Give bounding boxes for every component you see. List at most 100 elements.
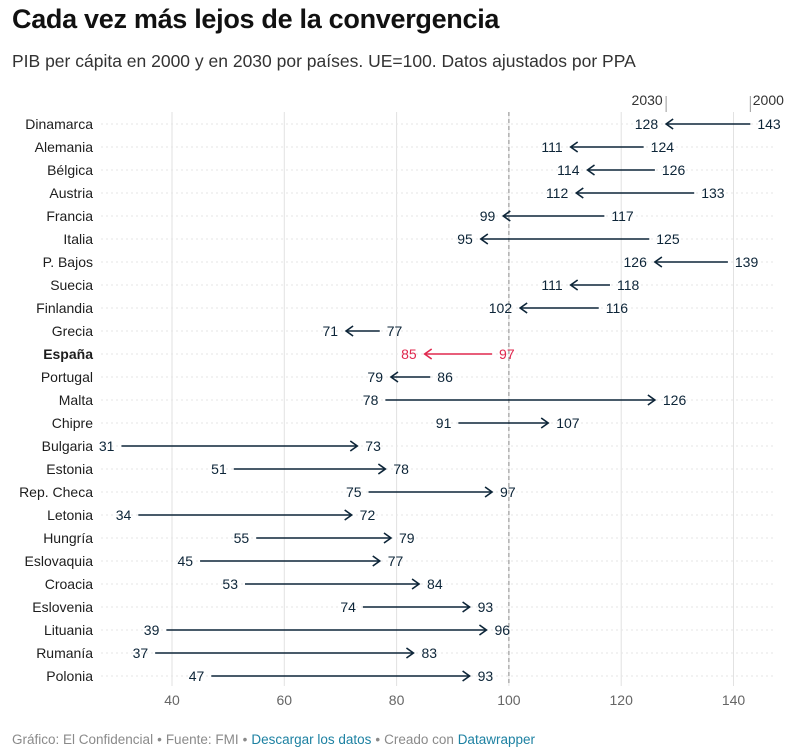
value-label-2000: 78 — [363, 392, 379, 408]
value-label-2000: 45 — [177, 553, 193, 569]
value-label-2030: 112 — [546, 185, 569, 201]
arrow-head — [423, 348, 433, 360]
value-label-2000: 118 — [617, 277, 640, 293]
x-tick-label: 100 — [497, 692, 521, 708]
x-tick-label: 80 — [389, 692, 405, 708]
value-label-2030: 79 — [399, 530, 415, 546]
country-label: Bulgaria — [42, 438, 94, 454]
arrow-head — [411, 578, 421, 590]
country-label: Italia — [63, 231, 93, 247]
value-label-2030: 72 — [360, 507, 376, 523]
country-label: Finlandia — [36, 300, 93, 316]
arrow-head — [344, 325, 354, 337]
value-label-2000: 143 — [757, 116, 781, 132]
country-label: Malta — [59, 392, 93, 408]
value-label-2030: 73 — [365, 438, 381, 454]
value-label-2000: 126 — [662, 162, 686, 178]
arrow-head — [586, 164, 595, 176]
footer: Gráfico: El Confidencial • Fuente: FMI • Des… — [12, 732, 535, 747]
value-label-2030: 79 — [367, 369, 383, 385]
arrow-head — [479, 233, 489, 245]
footer-separator: • — [242, 732, 248, 747]
value-label-2030: 111 — [541, 277, 562, 293]
value-label-2030: 84 — [427, 576, 443, 592]
value-label-2000: 31 — [99, 438, 115, 454]
country-label: Eslovenia — [32, 599, 93, 615]
value-label-2030: 96 — [494, 622, 510, 638]
value-label-2000: 116 — [606, 300, 629, 316]
footer-separator: • — [157, 732, 162, 747]
value-label-2000: 74 — [340, 599, 356, 615]
footer-credit: Gráfico: El Confidencial — [12, 732, 154, 747]
download-data-link[interactable]: Descargar los datos — [251, 732, 372, 747]
value-label-2000: 133 — [701, 185, 725, 201]
value-label-2000: 34 — [116, 507, 132, 523]
arrow-head — [518, 302, 528, 314]
footer-separator: • — [375, 732, 381, 747]
country-label: Rep. Checa — [19, 484, 93, 500]
country-label: Rumanía — [36, 645, 93, 661]
arrow-head — [462, 670, 471, 682]
arrow-head — [405, 647, 415, 659]
arrow-head — [484, 486, 494, 498]
value-label-2000: 117 — [611, 208, 634, 224]
chart-subtitle: PIB per cápita en 2000 y en 2030 por paí… — [12, 51, 636, 71]
value-label-2030: 99 — [480, 208, 496, 224]
country-label: Polonia — [46, 668, 93, 684]
arrow-head — [664, 118, 674, 130]
country-label: Bélgica — [47, 162, 93, 178]
country-label: Hungría — [43, 530, 93, 546]
country-label: Letonia — [47, 507, 93, 523]
arrow-head — [653, 256, 663, 268]
value-label-2000: 139 — [735, 254, 759, 270]
value-label-2000: 124 — [651, 139, 675, 155]
value-label-2030: 102 — [489, 300, 513, 316]
value-label-2030: 114 — [557, 162, 580, 178]
arrow-head — [569, 279, 579, 291]
legend-label-2000: 2000 — [753, 92, 784, 108]
arrow-head — [647, 394, 657, 406]
country-label: Portugal — [41, 369, 93, 385]
arrow-head — [569, 141, 579, 153]
value-label-2000: 75 — [346, 484, 362, 500]
value-label-2000: 97 — [499, 346, 515, 362]
arrow-chart: 40 60 80 100 120 140 2030 2000 Dinamarca 143 128 Al… — [19, 92, 784, 708]
value-label-2030: 83 — [421, 645, 437, 661]
country-label: Austria — [49, 185, 93, 201]
country-label: España — [43, 346, 93, 362]
x-tick-label: 40 — [164, 692, 180, 708]
footer-source: Fuente: FMI — [165, 732, 239, 747]
value-label-2000: 37 — [133, 645, 149, 661]
arrow-head — [377, 463, 387, 475]
value-label-2030: 93 — [478, 599, 494, 615]
country-label: Grecia — [52, 323, 93, 339]
country-label: Francia — [46, 208, 93, 224]
arrow-head — [344, 509, 354, 521]
value-label-2000: 39 — [144, 622, 160, 638]
x-tick-label: 120 — [610, 692, 634, 708]
country-label: Lituania — [44, 622, 93, 638]
arrow-head — [349, 440, 359, 452]
value-label-2030: 126 — [663, 392, 687, 408]
footer-created-with: Creado con — [384, 732, 454, 747]
country-label: Dinamarca — [25, 116, 93, 132]
value-label-2000: 77 — [387, 323, 403, 339]
value-label-2030: 128 — [635, 116, 659, 132]
value-label-2030: 85 — [401, 346, 417, 362]
datawrapper-link[interactable]: Datawrapper — [457, 732, 535, 747]
value-label-2030: 93 — [478, 668, 494, 684]
country-label: Chipre — [52, 415, 93, 431]
value-label-2000: 125 — [656, 231, 680, 247]
country-label: Croacia — [45, 576, 93, 592]
arrow-head — [372, 555, 382, 567]
arrow-head — [389, 371, 399, 383]
value-label-2030: 71 — [322, 323, 338, 339]
value-label-2030: 97 — [500, 484, 516, 500]
chart-title: Cada vez más lejos de la convergencia — [12, 4, 500, 34]
x-tick-label: 60 — [277, 692, 293, 708]
arrow-head — [574, 187, 584, 199]
value-label-2030: 95 — [457, 231, 473, 247]
arrow-head — [462, 601, 471, 613]
value-label-2000: 47 — [189, 668, 205, 684]
arrow-head — [383, 532, 393, 544]
